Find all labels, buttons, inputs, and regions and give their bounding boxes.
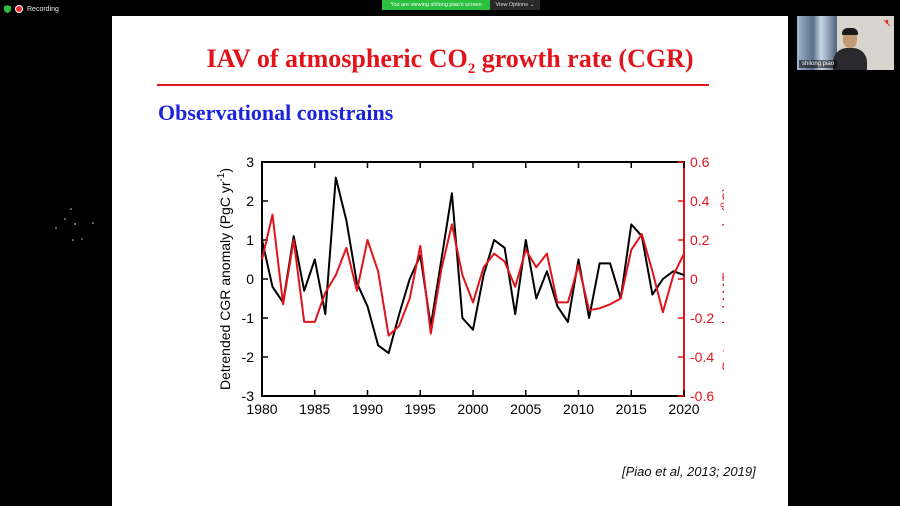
y-right-tick-label: -0.6 — [690, 388, 714, 404]
mat-series-line — [261, 213, 685, 337]
slide-subtitle: Observational constrains — [158, 100, 394, 125]
y-left-axis-label: Detrended CGR anomaly (PgC yr-1) — [216, 168, 233, 390]
x-tick-label: 1985 — [299, 401, 330, 417]
x-tick-label: 2015 — [616, 401, 647, 417]
slide-title-end: growth rate (CGR) — [475, 44, 694, 73]
y-right-tick-label: 0.2 — [690, 232, 710, 248]
plot-frame — [261, 161, 685, 397]
y-left-tick-label: 2 — [246, 193, 254, 209]
view-options-label: View Options — [495, 2, 528, 8]
slide-title: IAV of atmospheric CO2 growth rate (CGR) — [112, 44, 788, 84]
y-left-tick-label: 1 — [246, 232, 254, 248]
y-left-tick-label: 3 — [246, 156, 254, 170]
y-right-tick-label: 0 — [690, 271, 698, 287]
citation: [Piao et al, 2013; 2019] — [622, 464, 756, 479]
participant-video-tile[interactable]: shilong piao — [797, 16, 894, 70]
y-right-tick-label: 0.6 — [690, 156, 710, 170]
chart-axes — [261, 161, 685, 397]
x-tick-label: 2005 — [510, 401, 541, 417]
cgr-series-line — [261, 176, 685, 355]
record-icon — [15, 5, 23, 13]
chevron-down-icon: ⌄ — [529, 2, 535, 8]
chart-marks — [261, 176, 685, 355]
mic-muted-icon — [883, 19, 891, 27]
x-tick-label: 2010 — [563, 401, 594, 417]
x-tick-label: 1990 — [352, 401, 383, 417]
title-underline — [157, 84, 709, 86]
participant-body — [833, 48, 867, 70]
cgr-mat-chart: 1980 1985 1990 1995 2000 2005 2010 2015 2020 3 2 1 0… — [216, 156, 724, 417]
y-right-tick-label: -0.4 — [690, 349, 714, 365]
x-tick-label: 1995 — [405, 401, 436, 417]
recording-indicator[interactable]: Recording — [4, 3, 59, 15]
x-tick-label: 2000 — [457, 401, 488, 417]
shared-slide: IAV of atmospheric CO2 growth rate (CGR)… — [112, 16, 788, 506]
y-right-axis-label: Detrended MAT anomaly (oC) — [718, 187, 724, 370]
y-left-tick-label: -1 — [242, 310, 255, 326]
x-tick-label: 2020 — [668, 401, 699, 417]
zoom-top-bar: Recording You are viewing shilong piao's… — [0, 0, 900, 16]
slide-title-main: IAV of atmospheric CO — [206, 44, 468, 73]
view-options-button[interactable]: View Options ⌄ — [490, 0, 540, 10]
y-left-tick-label: -2 — [242, 349, 255, 365]
slide-title-subscript: 2 — [467, 61, 476, 78]
y-right-tick-label: 0.4 — [690, 193, 710, 209]
y-right-tick-label: -0.2 — [690, 310, 714, 326]
chart-labels: 1980 1985 1990 1995 2000 2005 2010 2015 2020 3 2 1 0… — [216, 156, 724, 417]
shield-icon — [4, 5, 11, 13]
camera-glare-dots — [55, 208, 94, 241]
recording-label: Recording — [27, 5, 59, 13]
left-black-margin — [0, 16, 112, 506]
x-tick-label: 1980 — [246, 401, 277, 417]
participant-name: shilong piao — [799, 60, 838, 68]
screen-share-banner: You are viewing shilong piao's screen — [382, 0, 490, 10]
y-left-tick-label: -3 — [242, 388, 255, 404]
participant-hair — [842, 28, 858, 35]
y-left-tick-label: 0 — [246, 271, 254, 287]
right-black-margin — [788, 16, 900, 506]
